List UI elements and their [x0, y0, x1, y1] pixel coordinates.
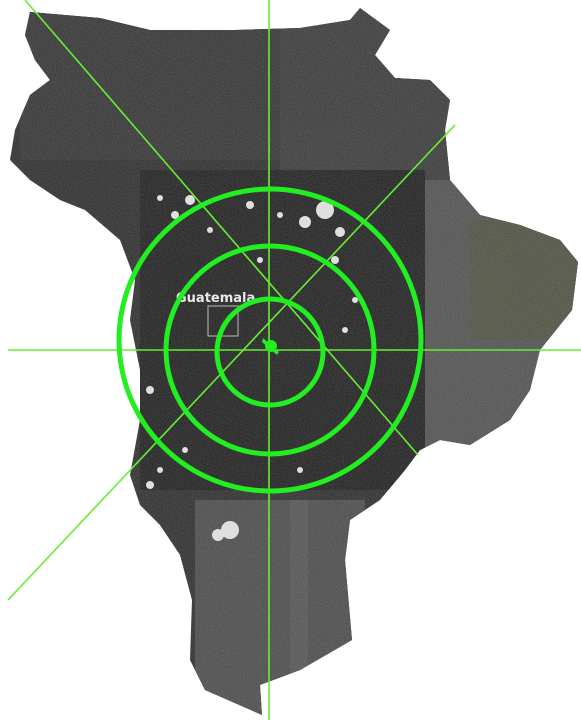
place-marker-box[interactable] — [207, 305, 239, 337]
crosshair-center-icon[interactable] — [262, 338, 279, 355]
crosshair-lines — [7, 0, 581, 720]
range-ring-middle — [163, 243, 377, 457]
range-ring-inner — [214, 296, 326, 408]
place-label[interactable]: Guatemala — [176, 291, 255, 306]
crosshair-diagonal-sw-ne — [7, 124, 456, 601]
crosshair-diagonal-nw-se — [24, 0, 419, 456]
range-ring-outer — [116, 186, 424, 494]
range-rings — [116, 186, 424, 494]
